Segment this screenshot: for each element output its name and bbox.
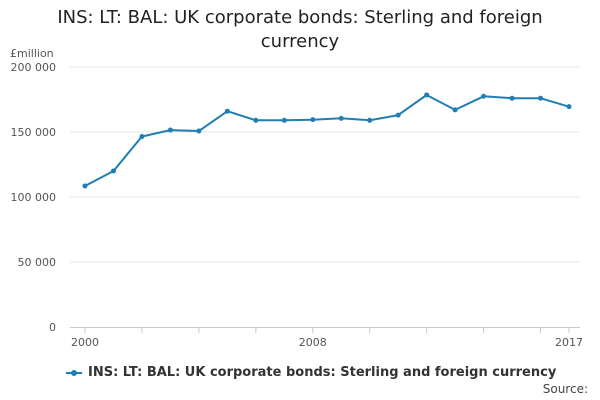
data-point[interactable]: [424, 92, 430, 98]
x-tick-label: 2017: [555, 336, 583, 349]
data-point[interactable]: [196, 128, 202, 134]
data-point[interactable]: [82, 183, 88, 189]
data-point[interactable]: [253, 117, 259, 123]
data-point[interactable]: [367, 117, 373, 123]
data-point[interactable]: [281, 117, 287, 123]
y-tick-label: 100 000: [11, 191, 57, 204]
data-point[interactable]: [224, 108, 230, 114]
series-line: [84, 94, 570, 187]
grid: [70, 66, 580, 263]
data-point[interactable]: [110, 168, 116, 174]
y-tick-label: 150 000: [11, 126, 57, 139]
y-tick-label: 50 000: [18, 256, 57, 269]
legend[interactable]: INS: LT: BAL: UK corporate bonds: Sterli…: [66, 365, 556, 380]
y-tick-label: 200 000: [11, 61, 57, 74]
legend-item-label: INS: LT: BAL: UK corporate bonds: Sterli…: [88, 365, 557, 380]
y-axis: 0 50 000 100 000 150 000 200 000: [11, 61, 57, 334]
data-point[interactable]: [452, 107, 458, 113]
legend-line-marker-icon: [66, 369, 82, 376]
series-lines: [82, 92, 572, 189]
data-point[interactable]: [538, 95, 544, 101]
data-point[interactable]: [310, 117, 316, 123]
x-axis: 2000 2008 2017: [70, 327, 583, 349]
data-point[interactable]: [481, 93, 487, 99]
chart-title: INS: LT: BAL: UK corporate bonds: Sterli…: [0, 6, 600, 54]
x-tick-label: 2008: [299, 336, 327, 349]
data-point[interactable]: [566, 104, 572, 110]
chart-title-line-2: currency: [260, 31, 340, 52]
chart-title-line-1: INS: LT: BAL: UK corporate bonds: Sterli…: [57, 7, 543, 28]
data-point[interactable]: [167, 127, 173, 133]
data-point[interactable]: [509, 95, 515, 101]
source-label: Source:: [542, 382, 588, 396]
x-tick-label: 2000: [71, 336, 99, 349]
y-axis-label: £million: [10, 47, 54, 60]
y-tick-label: 0: [49, 321, 56, 334]
data-point[interactable]: [395, 112, 401, 118]
data-point[interactable]: [139, 134, 145, 140]
data-point[interactable]: [338, 115, 344, 121]
